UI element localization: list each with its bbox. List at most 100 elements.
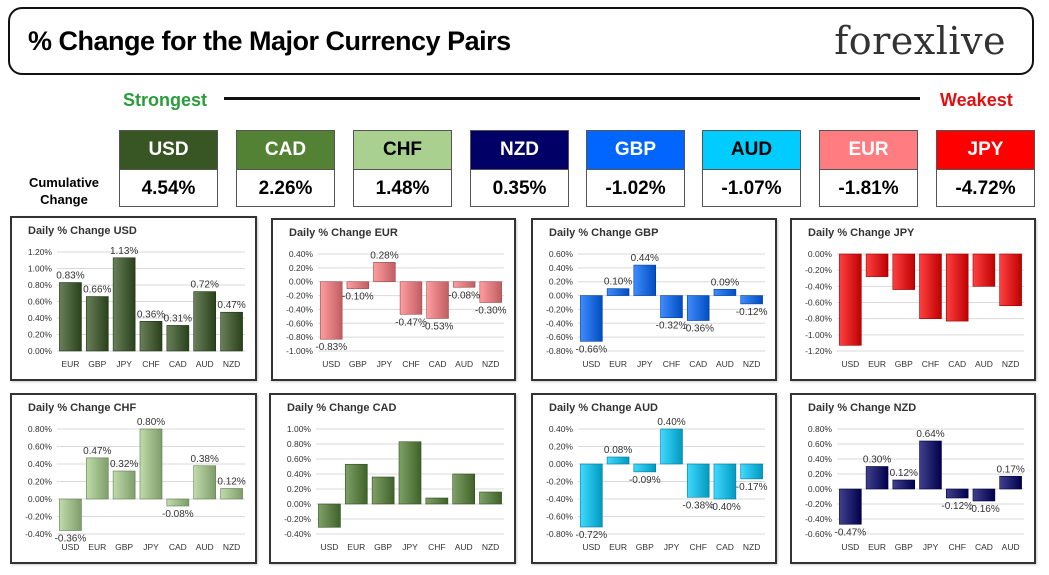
chart-panel-2: Daily % Change EUR -1.00% -0.80% -0.60% -0.4… <box>271 218 516 381</box>
bar-chart: -0.60% -0.40% -0.20% 0.00% 0.20% 0.40% 0.60% 0.… <box>805 424 1025 552</box>
y-tick-label: 0.00% <box>808 249 833 259</box>
bar <box>945 253 969 322</box>
y-tick-label: 0.40% <box>28 313 53 323</box>
bar <box>945 488 969 499</box>
y-tick-label: 0.00% <box>289 277 314 287</box>
y-tick-label: 0.20% <box>549 277 574 287</box>
x-tick-label: JPY <box>116 359 132 369</box>
y-tick-label: -0.40% <box>286 304 313 314</box>
data-label: 0.38% <box>191 454 219 465</box>
y-tick-label: -0.20% <box>546 477 573 487</box>
bar-chart: -0.40% -0.20% 0.00% 0.20% 0.40% 0.60% 0.80% 1.0… <box>284 424 504 552</box>
y-tick-label: -0.60% <box>286 318 313 328</box>
bar <box>713 463 737 500</box>
bar <box>373 262 396 283</box>
bar <box>320 281 343 340</box>
currency-card-cad: CAD 2.26% <box>236 130 335 207</box>
x-tick-label: CAD <box>429 359 447 369</box>
y-tick-label: -0.40% <box>805 514 832 524</box>
x-tick-label: CHF <box>428 542 445 552</box>
cumulative-value: 4.54% <box>141 178 196 199</box>
y-tick-label: 0.80% <box>808 424 833 434</box>
cumulative-change-label: Cumulative Change <box>22 174 106 208</box>
data-label: 0.36% <box>137 309 165 320</box>
y-tick-label: -0.60% <box>546 332 573 342</box>
bar <box>865 253 889 277</box>
cumulative-value: -1.02% <box>605 178 666 199</box>
currency-card-nzd: NZD 0.35% <box>470 130 569 207</box>
x-tick-label: EUR <box>609 542 627 552</box>
x-tick-label: USD <box>320 542 338 552</box>
y-tick-label: -0.80% <box>546 346 573 356</box>
bar <box>839 253 862 346</box>
data-label: 0.08% <box>604 445 632 456</box>
y-tick-label: -1.00% <box>805 330 832 340</box>
data-label: -0.12% <box>941 501 973 512</box>
bar <box>452 281 476 288</box>
y-tick-label: 0.20% <box>287 484 312 494</box>
x-tick-label: NZD <box>1002 359 1019 369</box>
x-tick-label: AUD <box>975 359 993 369</box>
bar <box>112 470 136 500</box>
data-label: 0.30% <box>863 455 891 466</box>
chart-title: Daily % Change CHF <box>28 402 137 414</box>
x-tick-label: CAD <box>716 542 734 552</box>
chart-panel-1: Daily % Change USD 0.00% 0.20% 0.40% 0.60% 0.… <box>10 216 257 381</box>
bar <box>112 257 136 352</box>
x-tick-label: EUR <box>868 359 886 369</box>
y-tick-label: 0.00% <box>28 494 53 504</box>
bar <box>399 281 423 315</box>
y-tick-label: -0.80% <box>546 529 573 539</box>
bar-chart: -1.20% -1.00% -0.80% -0.60% -0.40% -0.20% 0.00… <box>805 249 1024 369</box>
y-tick-label: 0.20% <box>28 477 53 487</box>
data-label: 0.83% <box>56 271 84 282</box>
y-tick-label: 0.60% <box>287 454 312 464</box>
x-tick-label: JPY <box>664 542 680 552</box>
bar <box>999 253 1022 307</box>
data-label: 0.10% <box>604 277 632 288</box>
y-tick-label: 0.00% <box>808 484 833 494</box>
y-tick-label: -0.20% <box>805 499 832 509</box>
bar <box>59 498 82 531</box>
x-tick-label: CHF <box>948 542 965 552</box>
x-tick-label: CAD <box>169 542 187 552</box>
data-label: 0.47% <box>217 300 245 311</box>
cumulative-value: -4.72% <box>955 178 1016 199</box>
x-tick-label: CHF <box>142 359 159 369</box>
y-tick-label: -0.60% <box>546 512 573 522</box>
data-label: -0.16% <box>968 504 1000 515</box>
y-tick-label: 0.40% <box>287 469 312 479</box>
y-tick-label: -0.80% <box>805 314 832 324</box>
x-tick-label: JPY <box>923 542 939 552</box>
x-tick-label: JPY <box>143 542 159 552</box>
y-tick-label: 0.20% <box>289 263 314 273</box>
chart-panel-3: Daily % Change GBP -0.80% -0.60% -0.40% -0.2… <box>531 218 777 381</box>
data-label: 0.31% <box>164 313 192 324</box>
bar <box>139 321 163 352</box>
x-tick-label: CAD <box>975 542 993 552</box>
y-tick-label: -0.60% <box>805 529 832 539</box>
y-tick-label: -0.20% <box>546 304 573 314</box>
chart-panel-6: Daily % Change CAD -0.40% -0.20% 0.00% 0.20%… <box>269 393 516 564</box>
bar <box>479 491 502 505</box>
data-label: 0.80% <box>137 417 165 428</box>
chart-panel-8: Daily % Change NZD -0.60% -0.40% -0.20% 0.00… <box>790 393 1036 564</box>
data-label: 0.40% <box>657 417 685 428</box>
x-tick-label: AUD <box>455 542 473 552</box>
currency-card-chf: CHF 1.48% <box>353 130 452 207</box>
y-tick-label: 0.00% <box>549 459 574 469</box>
currency-card-eur: EUR -1.81% <box>819 130 918 207</box>
x-tick-label: JPY <box>402 542 418 552</box>
data-label: -0.83% <box>315 342 347 353</box>
data-label: 0.32% <box>110 459 138 470</box>
bar <box>713 289 737 296</box>
x-tick-label: USD <box>841 542 859 552</box>
currency-name: EUR <box>820 131 917 170</box>
forexlive-logo: forexlive <box>834 19 1006 63</box>
x-tick-label: GBP <box>895 542 913 552</box>
data-label: 0.28% <box>370 250 398 261</box>
x-tick-label: NZD <box>482 359 499 369</box>
bar <box>59 282 82 352</box>
bar <box>166 325 190 352</box>
y-tick-label: 1.00% <box>287 424 312 434</box>
